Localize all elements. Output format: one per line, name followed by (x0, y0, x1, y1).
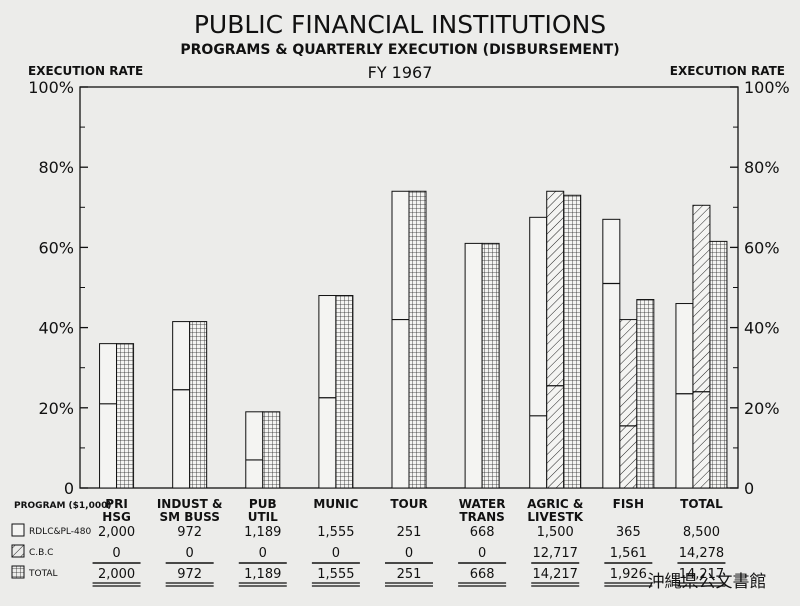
table-cell-total: 14,217 (532, 567, 578, 582)
program-table: PROGRAM ($1,000) RDLC&PL-480 2,000 972 1,189… (11, 501, 726, 587)
bar-cbc (619, 319, 638, 489)
category-label: LIVESTK (527, 510, 583, 524)
right-tick-label: 60% (744, 238, 780, 257)
right-tick-label: 0 (744, 479, 754, 498)
table-cell-rdlc: 8,500 (683, 525, 720, 540)
category-label: AGRIC & (527, 497, 583, 511)
bar-total (408, 190, 427, 489)
table-cell-total: 1,926 (610, 567, 647, 582)
bar-rdlc (391, 190, 410, 489)
axes: 0 0 20% 20% 40% 40% 60% 60% 80% 80% 100% 100% (28, 78, 790, 498)
legend-swatch-total (11, 565, 25, 579)
bars (99, 190, 728, 489)
archive-watermark: 沖縄県公文書館 (648, 572, 767, 592)
bar-rdlc (529, 216, 548, 489)
right-axis-title: EXECUTION RATE (670, 64, 785, 78)
legend-swatch-rdlc (11, 523, 25, 537)
table-cell-cbc: 12,717 (532, 546, 578, 561)
table-cell-cbc: 0 (332, 546, 340, 561)
right-tick-label: 20% (744, 399, 780, 418)
category-label: UTIL (248, 510, 278, 524)
table-cell-cbc: 0 (112, 546, 120, 561)
bar-rdlc (602, 218, 621, 489)
legend-label-rdlc: RDLC&PL-480 (29, 527, 91, 537)
table-cell-rdlc: 365 (616, 525, 641, 540)
category-label: TOTAL (680, 497, 723, 511)
category-label: HSG (102, 510, 131, 524)
table-cell-rdlc: 1,189 (244, 525, 281, 540)
bar-total (563, 194, 582, 489)
bar-cbc (692, 204, 711, 489)
bar-total (189, 321, 208, 489)
category-label: MUNIC (313, 497, 358, 511)
category-label: PRI (105, 497, 128, 511)
left-tick-label: 100% (28, 78, 74, 97)
table-cell-rdlc: 2,000 (98, 525, 135, 540)
table-cell-cbc: 0 (259, 546, 267, 561)
bar-total (262, 411, 281, 489)
table-cell-rdlc: 668 (470, 525, 495, 540)
bar-total (335, 295, 354, 489)
table-cell-cbc: 0 (186, 546, 194, 561)
left-tick-label: 20% (38, 399, 74, 418)
bar-rdlc (172, 321, 191, 489)
right-tick-label: 80% (744, 158, 780, 177)
right-tick-label: 40% (744, 319, 780, 338)
legend-swatch-cbc (11, 544, 25, 558)
bar-total (481, 242, 500, 489)
table-cell-total: 668 (470, 567, 495, 582)
bar-rdlc (318, 295, 337, 489)
table-cell-total: 14,217 (679, 567, 725, 582)
legend-label-cbc: C.B.C (29, 548, 53, 558)
chart-title: PUBLIC FINANCIAL INSTITUTIONS (194, 10, 606, 39)
chart-subtitle: PROGRAMS & QUARTERLY EXECUTION (DISBURSE… (180, 42, 619, 58)
category-label: FISH (613, 497, 644, 511)
bar-total (709, 240, 728, 489)
table-cell-total: 972 (177, 567, 202, 582)
bar-rdlc (464, 242, 483, 489)
table-cell-rdlc: 1,500 (537, 525, 574, 540)
fiscal-year-label: FY 1967 (368, 63, 433, 82)
table-cell-cbc: 0 (405, 546, 413, 561)
category-label: TOUR (390, 497, 427, 511)
table-cell-cbc: 1,561 (610, 546, 647, 561)
category-label: TRANS (459, 510, 504, 524)
category-label: PUB (249, 497, 277, 511)
table-cell-cbc: 14,278 (679, 546, 725, 561)
legend-label-total: TOTAL (28, 569, 58, 579)
bar-total (636, 299, 655, 489)
left-tick-label: 0 (64, 479, 74, 498)
table-cell-rdlc: 251 (397, 525, 422, 540)
table-header: PROGRAM ($1,000) (14, 501, 112, 511)
bar-total (116, 343, 135, 489)
table-cell-rdlc: 972 (177, 525, 202, 540)
table-cell-total: 2,000 (98, 567, 135, 582)
left-axis-title: EXECUTION RATE (28, 64, 143, 78)
category-label: INDUST & (157, 497, 223, 511)
left-tick-label: 40% (38, 319, 74, 338)
bar-cbc (546, 190, 565, 489)
table-cell-total: 251 (397, 567, 422, 582)
left-tick-label: 80% (38, 158, 74, 177)
bar-rdlc (245, 411, 264, 489)
bar-rdlc (99, 343, 118, 489)
category-label: WATER (459, 497, 506, 511)
table-cell-total: 1,189 (244, 567, 281, 582)
right-tick-label: 100% (744, 78, 790, 97)
bar-rdlc (675, 303, 694, 489)
table-cell-total: 1,555 (317, 567, 354, 582)
left-tick-label: 60% (38, 238, 74, 257)
table-cell-rdlc: 1,555 (317, 525, 354, 540)
table-cell-cbc: 0 (478, 546, 486, 561)
category-label: SM BUSS (159, 510, 219, 524)
